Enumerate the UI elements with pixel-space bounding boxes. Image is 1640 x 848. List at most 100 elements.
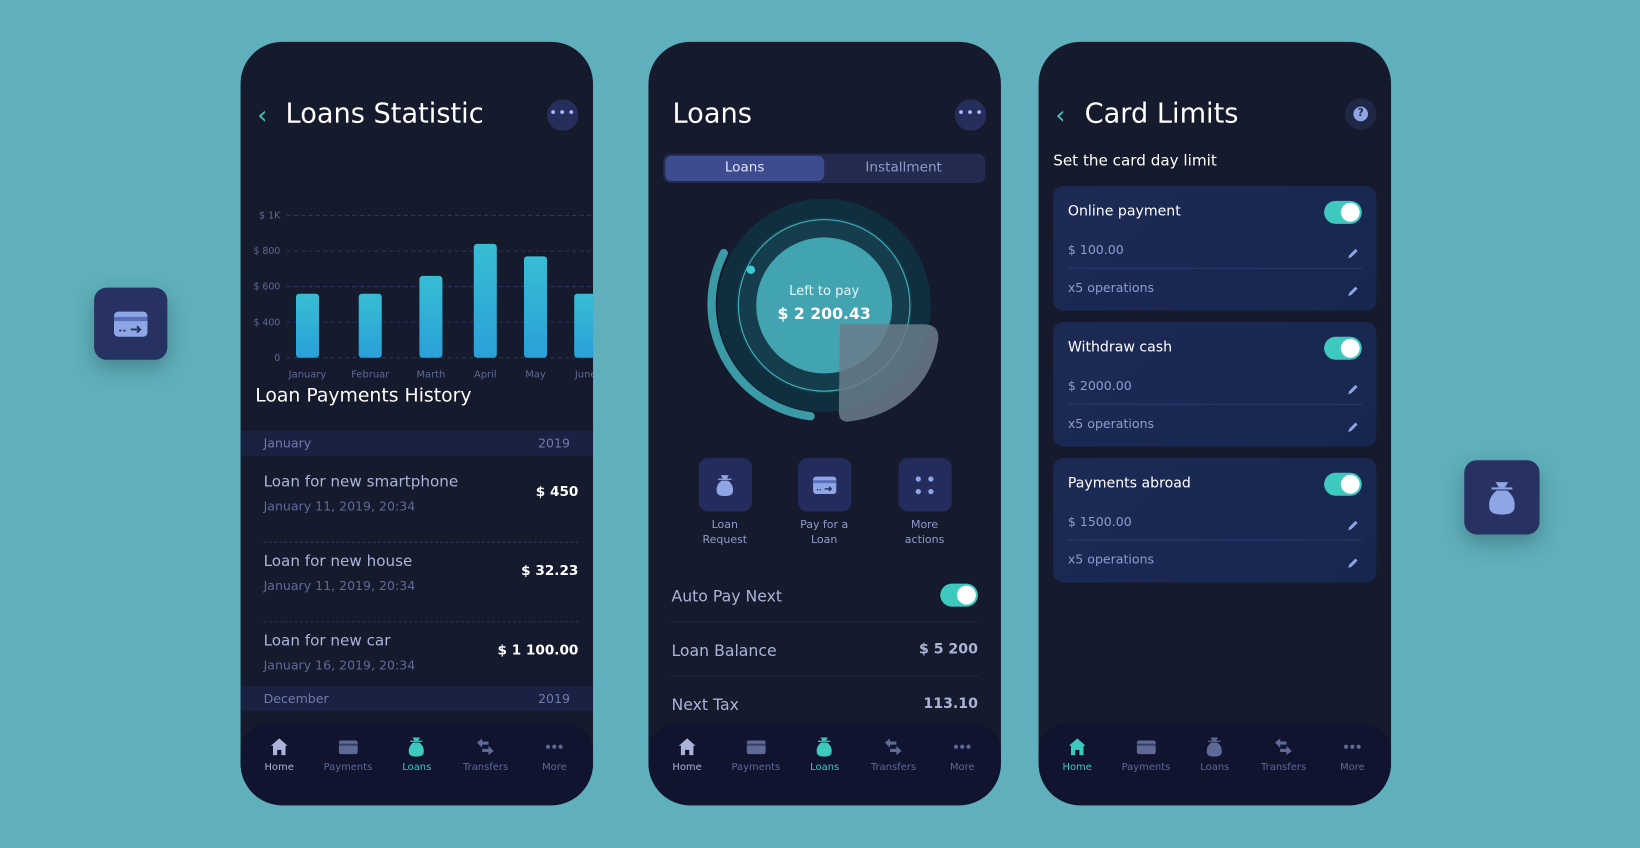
limit-card: Withdraw cash $ 2000.00 x5 operations xyxy=(1053,322,1377,447)
x-tick-label: April xyxy=(474,370,497,381)
x-tick-label: May xyxy=(525,370,546,381)
nav-item-home[interactable]: Home xyxy=(656,736,719,805)
y-tick-label: $ 600 xyxy=(253,282,280,293)
loans-screen: Loans ••• Loans Installment Left to pay $… xyxy=(648,41,1001,806)
card-transfer-app-icon xyxy=(94,287,168,360)
x-tick-label: Februar xyxy=(351,370,390,381)
nav-item-more[interactable]: More xyxy=(1321,736,1384,805)
more-actions-button[interactable]: More actions xyxy=(878,458,972,547)
edit-operations-icon[interactable] xyxy=(1347,553,1360,568)
left-to-pay-label: Left to pay xyxy=(789,282,860,299)
money-bag-icon xyxy=(716,474,734,496)
limit-card: Payments abroad $ 1500.00 x5 operations xyxy=(1053,458,1377,583)
history-title: Loan Payments History xyxy=(255,384,472,407)
page-title: Loans xyxy=(672,98,752,130)
divider xyxy=(1067,539,1362,541)
bar-februar xyxy=(358,293,382,358)
nav-item-home[interactable]: Home xyxy=(1046,736,1109,805)
bottom-nav: Home Payments Loans Transfers More xyxy=(1038,723,1392,806)
limit-toggle[interactable] xyxy=(1324,472,1362,496)
y-tick-label: $ 1K xyxy=(259,211,281,222)
bar-january xyxy=(295,293,319,358)
nav-item-loans[interactable]: Loans xyxy=(385,736,448,805)
transfer-arrows-icon xyxy=(1275,738,1292,756)
nav-item-more[interactable]: More xyxy=(523,736,586,805)
loan-balance-row: Loan Balance $ 5 200 xyxy=(671,622,978,677)
group-header: January 2019 xyxy=(240,430,594,457)
bar-april xyxy=(473,243,497,358)
card-icon xyxy=(1136,740,1156,755)
money-bag-app-icon xyxy=(1464,460,1540,535)
money-bag-icon xyxy=(817,737,833,757)
bar-june xyxy=(574,293,594,358)
nav-item-home[interactable]: Home xyxy=(248,736,311,805)
help-icon[interactable]: ? xyxy=(1345,98,1377,130)
y-tick-label: $ 800 xyxy=(253,246,280,257)
edit-amount-icon[interactable] xyxy=(1347,516,1360,531)
more-dots-icon[interactable]: ••• xyxy=(547,99,579,131)
auto-pay-row: Auto Pay Next xyxy=(671,568,978,623)
list-item[interactable]: Loan for new smartphone January 11, 2019,… xyxy=(263,474,579,543)
list-item[interactable]: Loan for new house January 11, 2019, 20:3… xyxy=(263,553,579,623)
left-to-pay-gauge xyxy=(707,198,939,422)
y-tick-label: $ 400 xyxy=(253,317,280,328)
nav-item-transfers[interactable]: Transfers xyxy=(1252,736,1315,805)
card-icon xyxy=(746,740,766,755)
bottom-nav: Home Payments Loans Transfers More xyxy=(240,723,594,806)
left-to-pay-value: $ 2 200.43 xyxy=(777,304,871,324)
nav-item-transfers[interactable]: Transfers xyxy=(454,736,517,805)
next-tax-row: Next Tax 113.10 xyxy=(671,695,978,715)
more-dots-icon xyxy=(953,744,971,749)
edit-amount-icon[interactable] xyxy=(1347,380,1360,395)
back-button[interactable]: ‹ xyxy=(1055,100,1066,130)
group-header: December 2019 xyxy=(240,686,594,712)
nav-item-payments[interactable]: Payments xyxy=(1115,736,1178,805)
edit-operations-icon[interactable] xyxy=(1347,417,1360,432)
card-limits-screen: ‹ Card Limits ? Set the card day limit O… xyxy=(1038,41,1392,806)
nav-item-payments[interactable]: Payments xyxy=(724,736,787,805)
tab-bar: Loans Installment xyxy=(663,153,986,184)
limit-toggle[interactable] xyxy=(1324,200,1362,224)
home-icon xyxy=(270,738,288,756)
loans-statistic-screen: ‹ Loans Statistic ••• 0 $ 400 $ 600 $ 800 $ … xyxy=(240,41,594,806)
grid-dots-icon xyxy=(915,475,934,494)
more-dots-icon xyxy=(1344,744,1361,749)
divider xyxy=(1067,267,1362,269)
page-title: Loans Statistic xyxy=(285,98,484,130)
bottom-nav: Home Payments Loans Transfers More xyxy=(648,723,1001,806)
auto-pay-toggle[interactable] xyxy=(940,583,978,607)
x-tick-label: June xyxy=(574,370,593,381)
back-button[interactable]: ‹ xyxy=(257,100,268,130)
tab-loans[interactable]: Loans xyxy=(665,155,825,181)
nav-item-loans[interactable]: Loans xyxy=(1183,736,1246,805)
transfer-arrows-icon xyxy=(477,738,494,756)
nav-item-loans[interactable]: Loans xyxy=(793,736,856,805)
pay-for-loan-button[interactable]: Pay for a Loan xyxy=(777,458,871,547)
x-tick-label: January xyxy=(288,370,327,381)
list-item[interactable]: Loan for new car January 16, 2019, 20:34 $… xyxy=(263,632,579,673)
card-transfer-icon xyxy=(812,476,836,494)
transfer-arrows-icon xyxy=(885,738,902,756)
loans-bar-chart: 0 $ 400 $ 600 $ 800 $ 1K January Februar Marth A… xyxy=(253,211,594,381)
more-dots-icon[interactable]: ••• xyxy=(954,99,987,131)
y-tick-label: 0 xyxy=(274,353,280,364)
subtitle: Set the card day limit xyxy=(1053,152,1217,170)
more-dots-icon xyxy=(546,744,563,749)
nav-item-transfers[interactable]: Transfers xyxy=(862,736,925,805)
bar-may xyxy=(523,256,548,358)
limit-toggle[interactable] xyxy=(1324,336,1362,360)
money-bag-icon xyxy=(409,737,425,757)
nav-item-payments[interactable]: Payments xyxy=(317,736,380,805)
page-title: Card Limits xyxy=(1084,98,1239,130)
edit-operations-icon[interactable] xyxy=(1347,281,1360,296)
limit-card: Online payment $ 100.00 x5 operations xyxy=(1053,186,1377,311)
tab-installment[interactable]: Installment xyxy=(865,160,942,176)
bar-marth xyxy=(419,275,443,358)
loan-request-button[interactable]: Loan Request xyxy=(678,458,772,547)
nav-item-more[interactable]: More xyxy=(931,736,994,805)
x-tick-label: Marth xyxy=(416,370,445,381)
home-icon xyxy=(678,738,696,756)
edit-amount-icon[interactable] xyxy=(1347,244,1360,259)
home-icon xyxy=(1068,738,1086,756)
divider xyxy=(1067,403,1362,405)
